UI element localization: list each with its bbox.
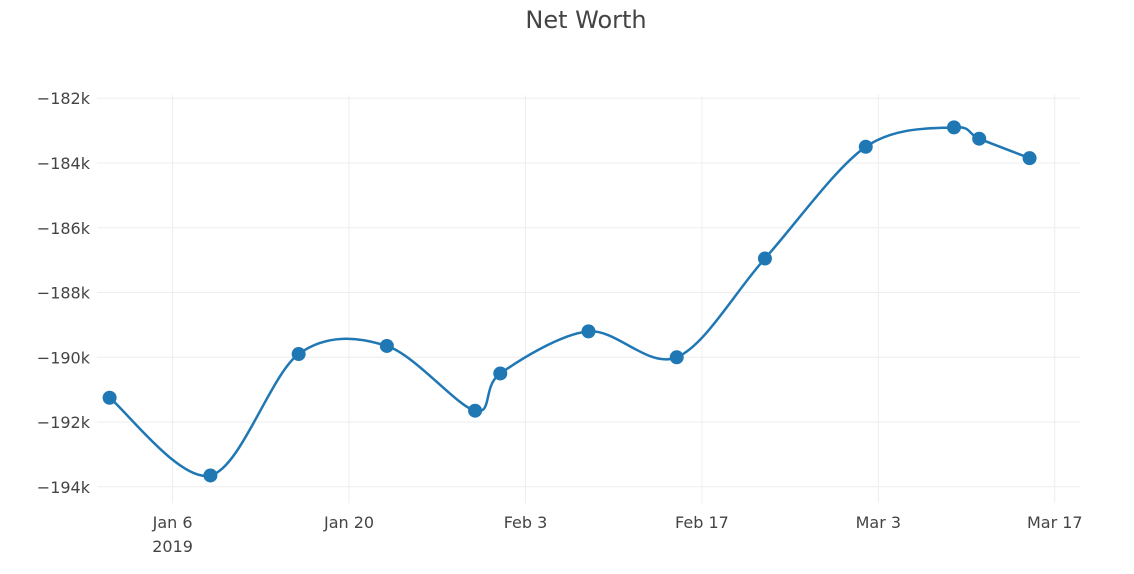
data-point (946, 120, 961, 135)
y-tick-label: −186k (37, 219, 91, 238)
x-tick-label: Mar 3 (856, 513, 901, 532)
x-tick-label: Feb 3 (504, 513, 548, 532)
data-point (1022, 151, 1037, 166)
x-tick-label: Mar 17 (1027, 513, 1083, 532)
x-tick-label: Jan 20 (323, 513, 374, 532)
data-point (858, 139, 873, 154)
y-tick-label: −190k (37, 348, 91, 367)
data-point (379, 338, 394, 353)
data-point (102, 390, 117, 405)
y-tick-label: −184k (37, 154, 91, 173)
chart-title: Net Worth (525, 6, 646, 34)
x-tick-year-label: 2019 (152, 537, 193, 556)
x-tick-label: Feb 17 (675, 513, 729, 532)
data-point (291, 347, 306, 362)
data-point (581, 324, 596, 339)
grid-lines (97, 95, 1080, 503)
data-point (468, 403, 483, 418)
net-worth-line (108, 126, 1031, 477)
x-axis-ticks: Jan 6 2019 Jan 20 Feb 3 Feb 17 Mar 3 Mar 17 (152, 513, 1083, 556)
y-tick-label: −182k (37, 89, 91, 108)
data-point (203, 468, 218, 483)
net-worth-markers (102, 120, 1037, 483)
y-axis-ticks: −182k −184k −186k −188k −190k −192k −194k (37, 89, 91, 497)
y-tick-label: −194k (37, 478, 91, 497)
data-point (493, 366, 508, 381)
y-tick-label: −188k (37, 284, 91, 303)
data-point (972, 131, 987, 146)
data-point (669, 350, 684, 365)
x-tick-label: Jan 6 (152, 513, 193, 532)
data-point (757, 251, 772, 266)
y-tick-label: −192k (37, 413, 91, 432)
